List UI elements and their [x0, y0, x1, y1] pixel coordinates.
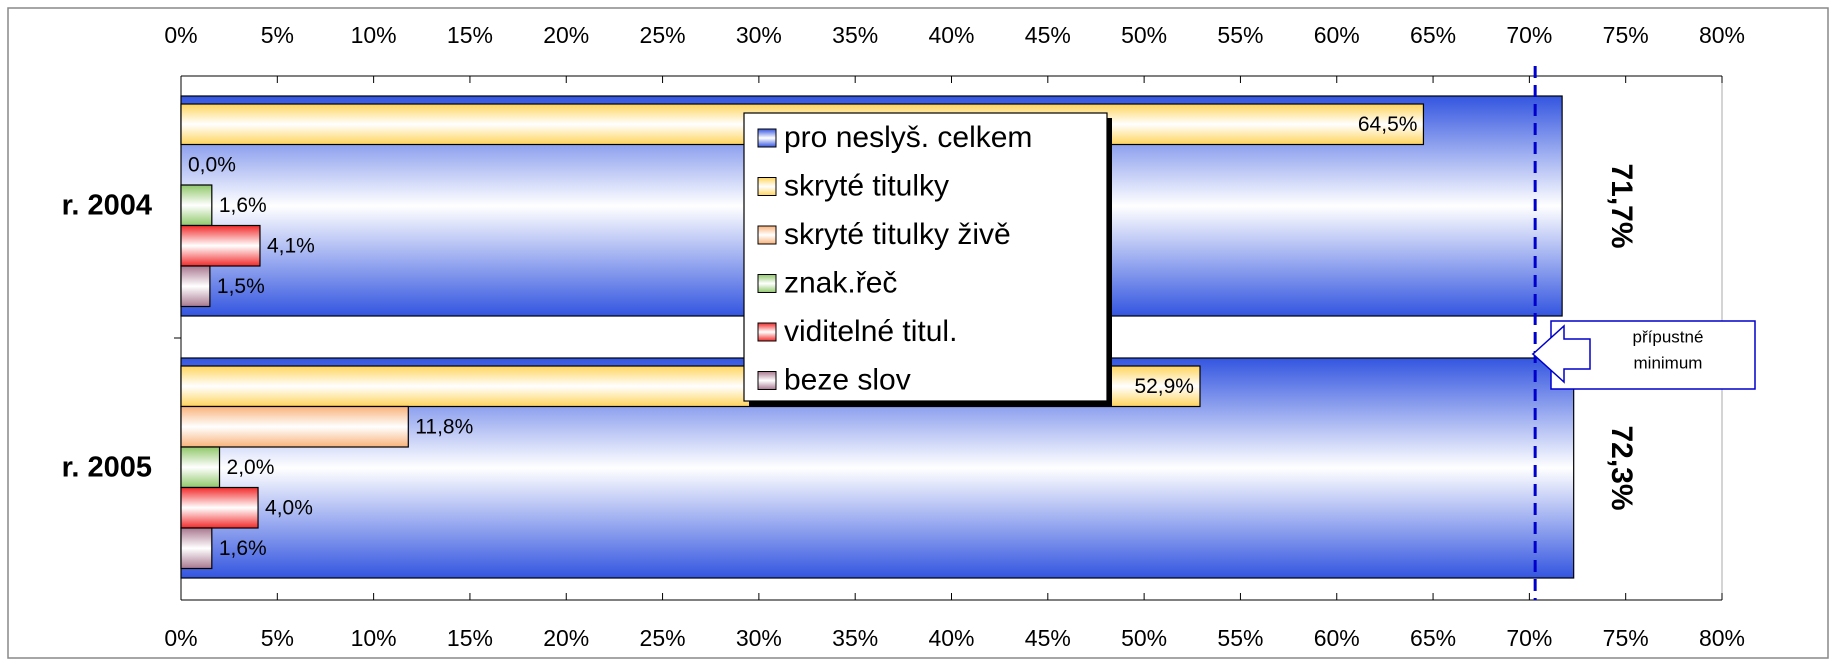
category-label: r. 2005	[62, 452, 152, 484]
x-tick-label: 35%	[832, 625, 878, 651]
x-tick-label: 15%	[447, 22, 493, 48]
bar	[180, 224, 261, 267]
legend-swatch	[757, 274, 777, 293]
x-tick-label: 50%	[1121, 22, 1167, 48]
callout-arrow	[1531, 324, 1591, 384]
legend	[743, 112, 1108, 402]
x-tick-label: 10%	[351, 625, 397, 651]
value-label: 2,0%	[227, 456, 275, 479]
value-label: 11,8%	[415, 415, 473, 438]
legend-label: skryté titulky živě	[784, 218, 1011, 251]
annotation: přípustné	[1633, 327, 1704, 346]
x-tick-label: 75%	[1603, 22, 1649, 48]
category-label: r. 2004	[62, 190, 152, 222]
x-tick-label: 5%	[261, 22, 294, 48]
x-tick-label: 30%	[736, 625, 782, 651]
x-tick-label: 50%	[1121, 625, 1167, 651]
x-tick-label: 80%	[1699, 22, 1745, 48]
value-label: 0,0%	[188, 153, 236, 176]
x-tick-label: 70%	[1506, 625, 1552, 651]
bar	[180, 265, 211, 308]
x-tick-label: 15%	[447, 625, 493, 651]
legend-label: viditelné titul.	[784, 315, 957, 348]
legend-swatch	[757, 322, 777, 342]
annotation: minimum	[1634, 353, 1703, 372]
legend-swatch	[757, 177, 777, 196]
x-tick-label: 25%	[640, 22, 686, 48]
x-tick-label: 75%	[1603, 625, 1649, 651]
x-tick-label: 5%	[261, 625, 294, 651]
bar	[180, 184, 213, 227]
bar	[180, 527, 213, 570]
bar	[180, 486, 259, 529]
value-label: 64,5%	[1358, 113, 1418, 136]
x-tick-label: 65%	[1410, 22, 1456, 48]
legend-label: skryté titulky	[784, 169, 949, 202]
x-tick-label: 70%	[1506, 22, 1552, 48]
bar-total-label: 71,7%	[1605, 163, 1638, 248]
x-tick-label: 55%	[1217, 625, 1263, 651]
x-tick-label: 60%	[1314, 22, 1360, 48]
x-tick-label: 30%	[736, 22, 782, 48]
value-label: 1,6%	[219, 194, 267, 217]
x-tick-label: 45%	[1025, 22, 1071, 48]
x-tick-label: 20%	[543, 625, 589, 651]
x-tick-label: 40%	[928, 22, 974, 48]
legend-label: znak.řeč	[784, 266, 897, 299]
x-tick-label: 65%	[1410, 625, 1456, 651]
x-tick-label: 35%	[832, 22, 878, 48]
x-tick-label: 0%	[164, 625, 197, 651]
value-label: 1,5%	[217, 275, 265, 298]
legend-label: pro neslyš. celkem	[784, 121, 1032, 154]
value-label: 4,0%	[265, 496, 313, 519]
legend-swatch	[757, 128, 777, 148]
bar	[180, 405, 409, 448]
legend-swatch	[757, 225, 777, 245]
legend-swatch	[757, 371, 777, 390]
x-tick-label: 0%	[164, 22, 197, 48]
x-tick-label: 10%	[351, 22, 397, 48]
value-label: 1,6%	[219, 537, 267, 560]
bar-total-label: 72,3%	[1605, 425, 1638, 510]
x-tick-label: 80%	[1699, 625, 1745, 651]
x-tick-label: 45%	[1025, 625, 1071, 651]
value-label: 4,1%	[267, 234, 315, 257]
x-tick-label: 55%	[1217, 22, 1263, 48]
value-label: 52,9%	[1134, 375, 1194, 398]
bar	[180, 446, 221, 489]
x-tick-label: 60%	[1314, 625, 1360, 651]
x-tick-label: 40%	[928, 625, 974, 651]
x-tick-label: 20%	[543, 22, 589, 48]
x-tick-label: 25%	[640, 625, 686, 651]
legend-label: beze slov	[784, 363, 911, 396]
chart-frame	[7, 7, 1829, 659]
